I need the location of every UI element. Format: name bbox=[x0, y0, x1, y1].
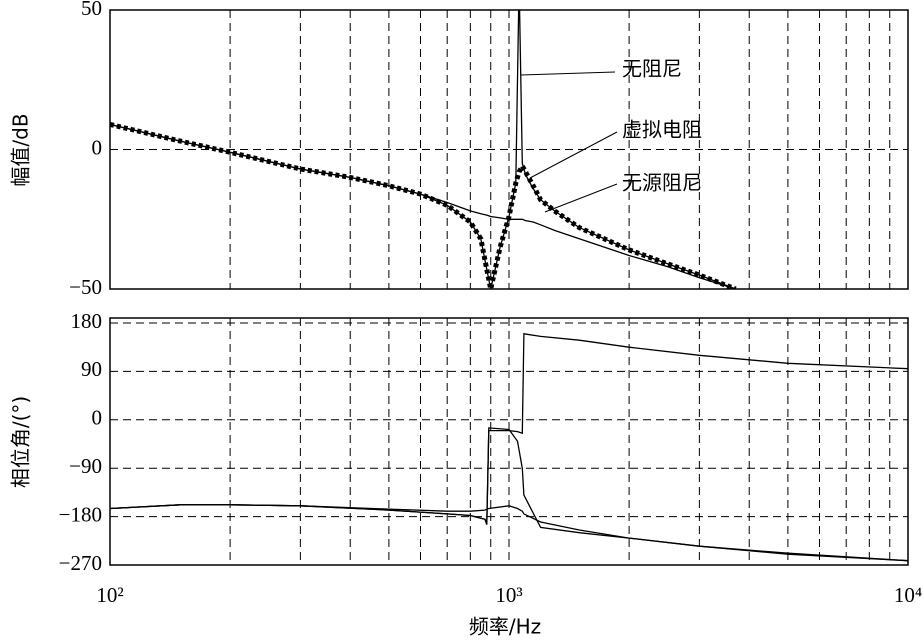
y-tick-label: 0 bbox=[92, 135, 103, 159]
series-label: 无源阻尼 bbox=[622, 171, 702, 195]
x-tick-label: 10³ bbox=[495, 583, 522, 607]
leader-line bbox=[544, 183, 618, 213]
plot-frame bbox=[109, 317, 909, 566]
y-tick-label: −90 bbox=[69, 454, 102, 478]
x-tick-label: 10⁴ bbox=[894, 583, 922, 607]
y-axis-label: 相位角/(°) bbox=[9, 396, 33, 488]
y-axis-label: 幅值/dB bbox=[9, 113, 33, 186]
plot-area bbox=[110, 333, 908, 562]
series-line bbox=[110, 504, 908, 562]
series-label: 虚拟电阻 bbox=[622, 118, 702, 142]
series-line bbox=[110, 10, 736, 289]
y-tick-label: −270 bbox=[59, 551, 102, 575]
y-tick-label: −180 bbox=[59, 502, 102, 526]
plot-frame bbox=[109, 9, 909, 290]
leader-line bbox=[520, 71, 616, 76]
x-tick-label: 10² bbox=[96, 583, 123, 607]
series-line bbox=[110, 123, 736, 289]
y-tick-label: 90 bbox=[81, 357, 102, 381]
x-axis-label: 频率/Hz bbox=[469, 615, 541, 639]
leader-line bbox=[529, 131, 618, 179]
y-tick-label: 180 bbox=[71, 309, 103, 333]
series-label: 无阻尼 bbox=[622, 57, 682, 81]
y-tick-label: 50 bbox=[81, 0, 102, 20]
plot-area bbox=[110, 10, 737, 289]
y-tick-label: −50 bbox=[69, 275, 102, 299]
y-tick-label: 0 bbox=[92, 406, 103, 430]
